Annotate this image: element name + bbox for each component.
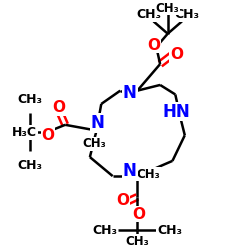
Text: CH₃: CH₃: [174, 8, 199, 21]
Text: O: O: [170, 47, 183, 62]
Text: CH₃: CH₃: [92, 224, 118, 237]
Text: N: N: [123, 84, 137, 102]
Text: CH₃: CH₃: [137, 168, 160, 181]
Text: CH₃: CH₃: [126, 235, 149, 248]
Text: H₃C: H₃C: [12, 126, 37, 139]
Text: CH₃: CH₃: [83, 137, 106, 150]
Text: CH₃: CH₃: [156, 2, 180, 15]
Text: CH₃: CH₃: [136, 8, 161, 21]
Text: O: O: [42, 128, 54, 143]
Text: CH₃: CH₃: [18, 159, 42, 172]
Text: O: O: [133, 206, 146, 222]
Text: HN: HN: [162, 102, 190, 120]
Text: CH₃: CH₃: [18, 93, 42, 106]
Text: N: N: [90, 114, 104, 132]
Text: CH₃: CH₃: [157, 224, 182, 237]
Text: O: O: [52, 100, 65, 115]
Text: N: N: [123, 162, 137, 180]
Text: O: O: [116, 193, 130, 208]
Text: O: O: [147, 38, 160, 52]
